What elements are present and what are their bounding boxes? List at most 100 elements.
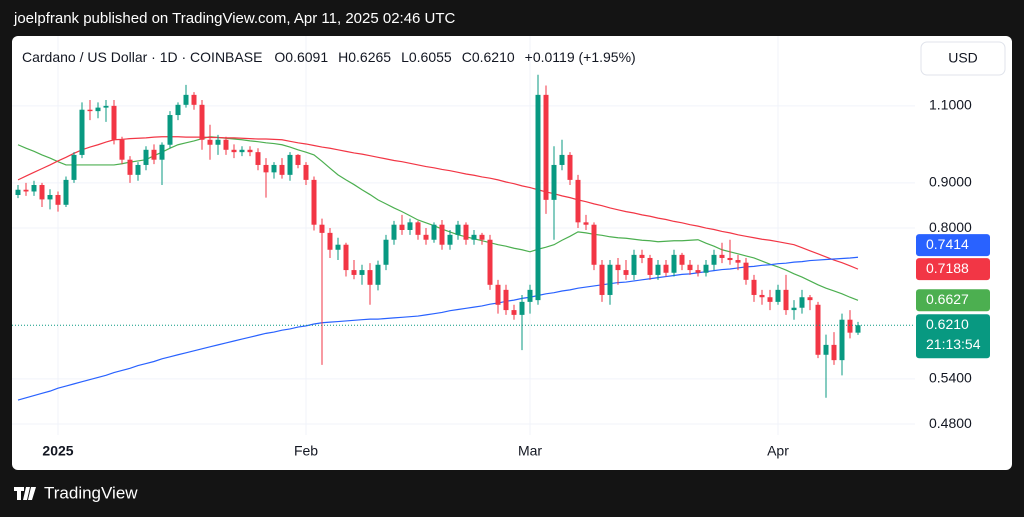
candle-body [447, 234, 453, 245]
candle-body [327, 232, 333, 250]
last-price-tag [916, 314, 990, 359]
moving-average-line [17, 136, 859, 301]
candle-body [407, 222, 413, 230]
candle-body [623, 270, 629, 275]
candle-body [239, 149, 245, 153]
candle-body [367, 270, 373, 285]
x-tick-label: Mar [518, 443, 542, 459]
price-tag-label: 0.7414 [926, 236, 969, 252]
candle-body [207, 139, 213, 145]
candle-body [791, 307, 797, 311]
candle-body [279, 164, 285, 175]
candle-body [663, 264, 669, 273]
candle-body [647, 257, 653, 275]
price-tag [916, 234, 990, 257]
candle-body [87, 109, 93, 112]
candle-body [135, 164, 141, 175]
candle-body [719, 254, 725, 258]
candle-body [151, 149, 157, 160]
candle-body [639, 254, 645, 258]
candle-body [591, 224, 597, 265]
candle-body [167, 115, 173, 145]
y-tick-label: 1.1000 [929, 97, 972, 113]
symbol-legend: Cardano / US Dollar · 1D · COINBASE O0.60… [22, 49, 636, 65]
last-price-label: 0.6210 [926, 316, 969, 332]
price-tag-label: 0.7188 [926, 260, 969, 276]
candle-body [847, 319, 853, 333]
candle-body [775, 289, 781, 302]
candle-body [687, 264, 693, 271]
candle-body [103, 105, 109, 108]
candle-body [815, 304, 821, 355]
candle-body [439, 224, 445, 245]
candle-body [751, 279, 757, 295]
candle-body [535, 94, 541, 301]
candle-body [319, 224, 325, 233]
ohlc-key: O [274, 49, 285, 65]
publisher-line: joelpfrank published on TradingView.com,… [13, 10, 456, 27]
symbol-name: Cardano / US Dollar · 1D · COINBASE [22, 49, 262, 65]
candle-body [583, 222, 589, 225]
candle-body [255, 152, 261, 165]
candle-body [127, 159, 133, 175]
x-tick-label: Apr [767, 443, 789, 459]
candle-body [431, 224, 437, 240]
candle-body [143, 149, 149, 165]
candle-body [703, 264, 709, 273]
candle-body [191, 94, 197, 105]
candle-body [615, 264, 621, 271]
candle-body [727, 257, 733, 261]
y-tick-label: 0.9000 [929, 174, 972, 190]
x-tick-label: Feb [294, 443, 318, 459]
ohlc-key: L [401, 49, 409, 65]
candle-body [159, 144, 165, 160]
candle-body [543, 94, 549, 200]
y-tick-label: 0.5400 [929, 370, 972, 386]
candle-body [495, 284, 501, 305]
candle-body [111, 105, 117, 140]
candle-body [743, 262, 749, 280]
candle-body [711, 254, 717, 265]
candle-body [15, 189, 21, 195]
moving-average-line [17, 256, 859, 401]
moving-average-line [17, 136, 859, 270]
candle-body [423, 234, 429, 240]
candle-body [303, 164, 309, 180]
candle-body [631, 254, 637, 275]
candle-body [287, 154, 293, 175]
candle-body [39, 184, 45, 200]
candle-body [183, 94, 189, 105]
candle-body [487, 239, 493, 285]
ohlc-value: 0.6265 [348, 49, 391, 65]
candle-body [799, 297, 805, 308]
candle-body [383, 239, 389, 265]
candle-body [503, 289, 509, 311]
y-tick-label: 0.4800 [929, 415, 972, 431]
candle-body [119, 139, 125, 160]
candle-body [607, 264, 613, 295]
candle-body [79, 109, 85, 155]
candle-body [263, 164, 269, 173]
candle-body [855, 325, 861, 333]
candle-body [759, 294, 765, 298]
candle-body [415, 222, 421, 235]
candle-body [463, 224, 469, 240]
ohlc-value: 0.6210 [472, 49, 515, 65]
candle-body [471, 234, 477, 240]
candle-body [231, 149, 237, 153]
candle-body [575, 179, 581, 223]
candle-body [831, 344, 837, 361]
ohlc-key: H [338, 49, 348, 65]
plot: 1.1000 0.9000 0.8000 0.5400 0.4800 2025 Feb Mar… [12, 36, 990, 459]
candle-body [215, 139, 221, 145]
candle-body [695, 270, 701, 273]
currency-button[interactable] [920, 41, 1006, 76]
y-tick-label: 0.8000 [929, 219, 972, 235]
candle-body [175, 104, 181, 116]
candle-body [311, 179, 317, 225]
candle-body [271, 164, 277, 173]
candle-body [479, 234, 485, 240]
currency-label: USD [948, 50, 978, 66]
chart-panel [12, 36, 1012, 470]
candle-body [399, 224, 405, 230]
